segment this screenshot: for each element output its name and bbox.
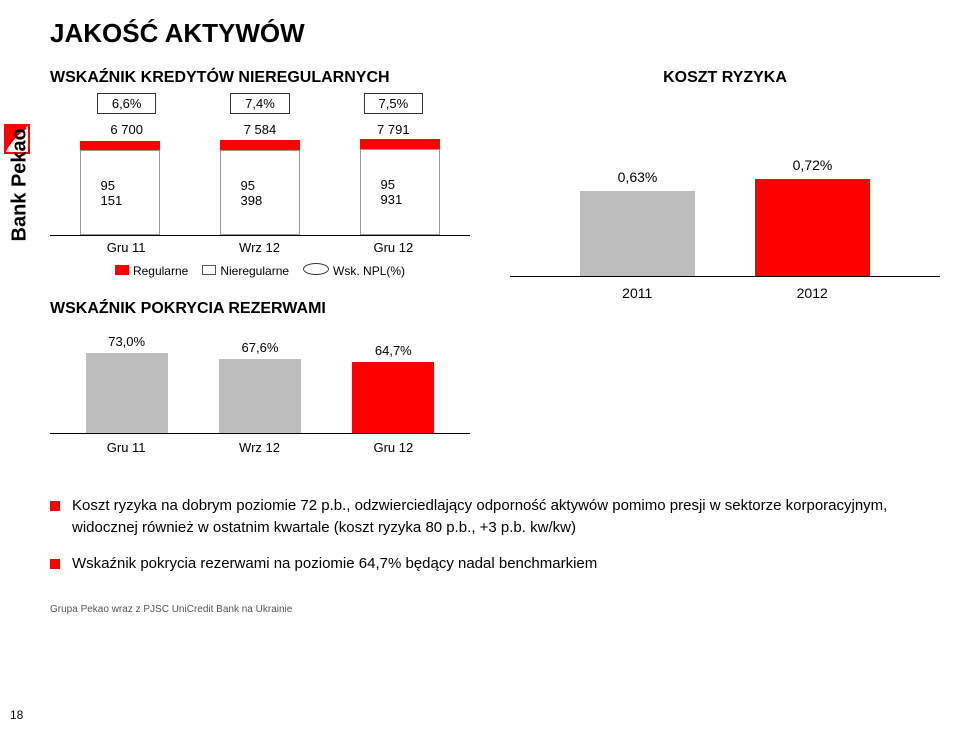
bullet-list: Koszt ryzyka na dobrym poziomie 72 p.b.,… bbox=[50, 495, 940, 574]
brand-name-text: Bank Pekao bbox=[9, 122, 32, 242]
footnote: Grupa Pekao wraz z PJSC UniCredit Bank n… bbox=[50, 604, 940, 615]
chart1-top-1: 7 584 bbox=[244, 122, 277, 137]
brand-strip: Bank Pekao bbox=[0, 0, 36, 734]
legend-label-0: Regularne bbox=[133, 264, 188, 278]
legend-swatch-white bbox=[202, 265, 216, 275]
chart3-cat-1: 2012 bbox=[797, 285, 828, 301]
bullet-icon bbox=[50, 501, 60, 511]
chart2-title: WSKAŹNIK POKRYCIA REZERWAMI bbox=[50, 300, 470, 318]
chart2-val-1: 67,6% bbox=[242, 340, 279, 355]
chart1-bot-val-2: 95 931 bbox=[381, 177, 420, 207]
legend-label-1: Nieregularne bbox=[220, 264, 289, 278]
chart3-bar-1 bbox=[755, 179, 870, 276]
chart1-pct-1: 7,4% bbox=[230, 93, 290, 114]
chart1-bot-val-0: 95 151 bbox=[101, 178, 140, 208]
bullet-text-0: Koszt ryzyka na dobrym poziomie 72 p.b.,… bbox=[72, 495, 940, 539]
chart1-bar0-top bbox=[80, 141, 160, 150]
chart2-bar-1 bbox=[219, 359, 301, 433]
chart2-bars: 73,0% 67,6% 64,7% bbox=[50, 324, 470, 434]
bullet-item: Wskaźnik pokrycia rezerwami na poziomie … bbox=[50, 553, 940, 575]
chart2-val-2: 64,7% bbox=[375, 343, 412, 358]
chart-cost-risk: KOSZT RYZYKA 0,63% 0,72% 2011 2012 bbox=[510, 69, 940, 301]
chart1-bar2-bot: 95 931 bbox=[360, 149, 440, 235]
chart3-bar-0 bbox=[580, 191, 695, 276]
chart2-cat-1: Wrz 12 bbox=[239, 440, 280, 455]
chart-npl: WSKAŹNIK KREDYTÓW NIEREGULARNYCH 6,6% 7,… bbox=[50, 69, 470, 278]
chart1-pct-2: 7,5% bbox=[364, 93, 424, 114]
chart2-val-0: 73,0% bbox=[108, 334, 145, 349]
chart1-top-2: 7 791 bbox=[377, 122, 410, 137]
chart1-title: WSKAŹNIK KREDYTÓW NIEREGULARNYCH bbox=[50, 69, 470, 87]
chart1-cat-1: Wrz 12 bbox=[239, 240, 280, 255]
chart1-bar1-bot: 95 398 bbox=[220, 150, 300, 235]
chart1-pct-0: 6,6% bbox=[97, 93, 157, 114]
chart1-legend: Regularne Nieregularne Wsk. NPL(%) bbox=[50, 263, 470, 278]
page-number: 18 bbox=[10, 708, 23, 722]
chart3-val-1: 0,72% bbox=[793, 157, 833, 173]
chart3-bars: 0,63% 0,72% bbox=[510, 117, 940, 277]
chart3-cat-0: 2011 bbox=[622, 285, 652, 301]
chart2-bar-0 bbox=[86, 353, 168, 433]
chart1-cat-0: Gru 11 bbox=[107, 240, 146, 255]
content-area: JAKOŚĆ AKTYWÓW WSKAŹNIK KREDYTÓW NIEREGU… bbox=[50, 18, 940, 716]
chart3-val-0: 0,63% bbox=[618, 169, 658, 185]
chart3-title: KOSZT RYZYKA bbox=[510, 69, 940, 87]
chart1-bar0-bot: 95 151 bbox=[80, 150, 160, 235]
chart1-bars: 95 151 95 398 95 931 bbox=[50, 139, 470, 236]
legend-oval-icon bbox=[303, 263, 329, 275]
page-title: JAKOŚĆ AKTYWÓW bbox=[50, 18, 940, 49]
chart1-bar2-top bbox=[360, 139, 440, 149]
chart1-bot-val-1: 95 398 bbox=[241, 178, 280, 208]
chart1-bar1-top bbox=[220, 140, 300, 150]
legend-label-2: Wsk. NPL(%) bbox=[333, 264, 405, 278]
bullet-icon bbox=[50, 559, 60, 569]
chart2-cat-2: Gru 12 bbox=[373, 440, 413, 455]
chart2-bar-2 bbox=[352, 362, 434, 433]
chart1-top-0: 6 700 bbox=[110, 122, 143, 137]
legend-swatch-red bbox=[115, 265, 129, 275]
bullet-item: Koszt ryzyka na dobrym poziomie 72 p.b.,… bbox=[50, 495, 940, 539]
bullet-text-1: Wskaźnik pokrycia rezerwami na poziomie … bbox=[72, 553, 597, 575]
chart1-cat-2: Gru 12 bbox=[373, 240, 413, 255]
chart2-cat-0: Gru 11 bbox=[107, 440, 146, 455]
